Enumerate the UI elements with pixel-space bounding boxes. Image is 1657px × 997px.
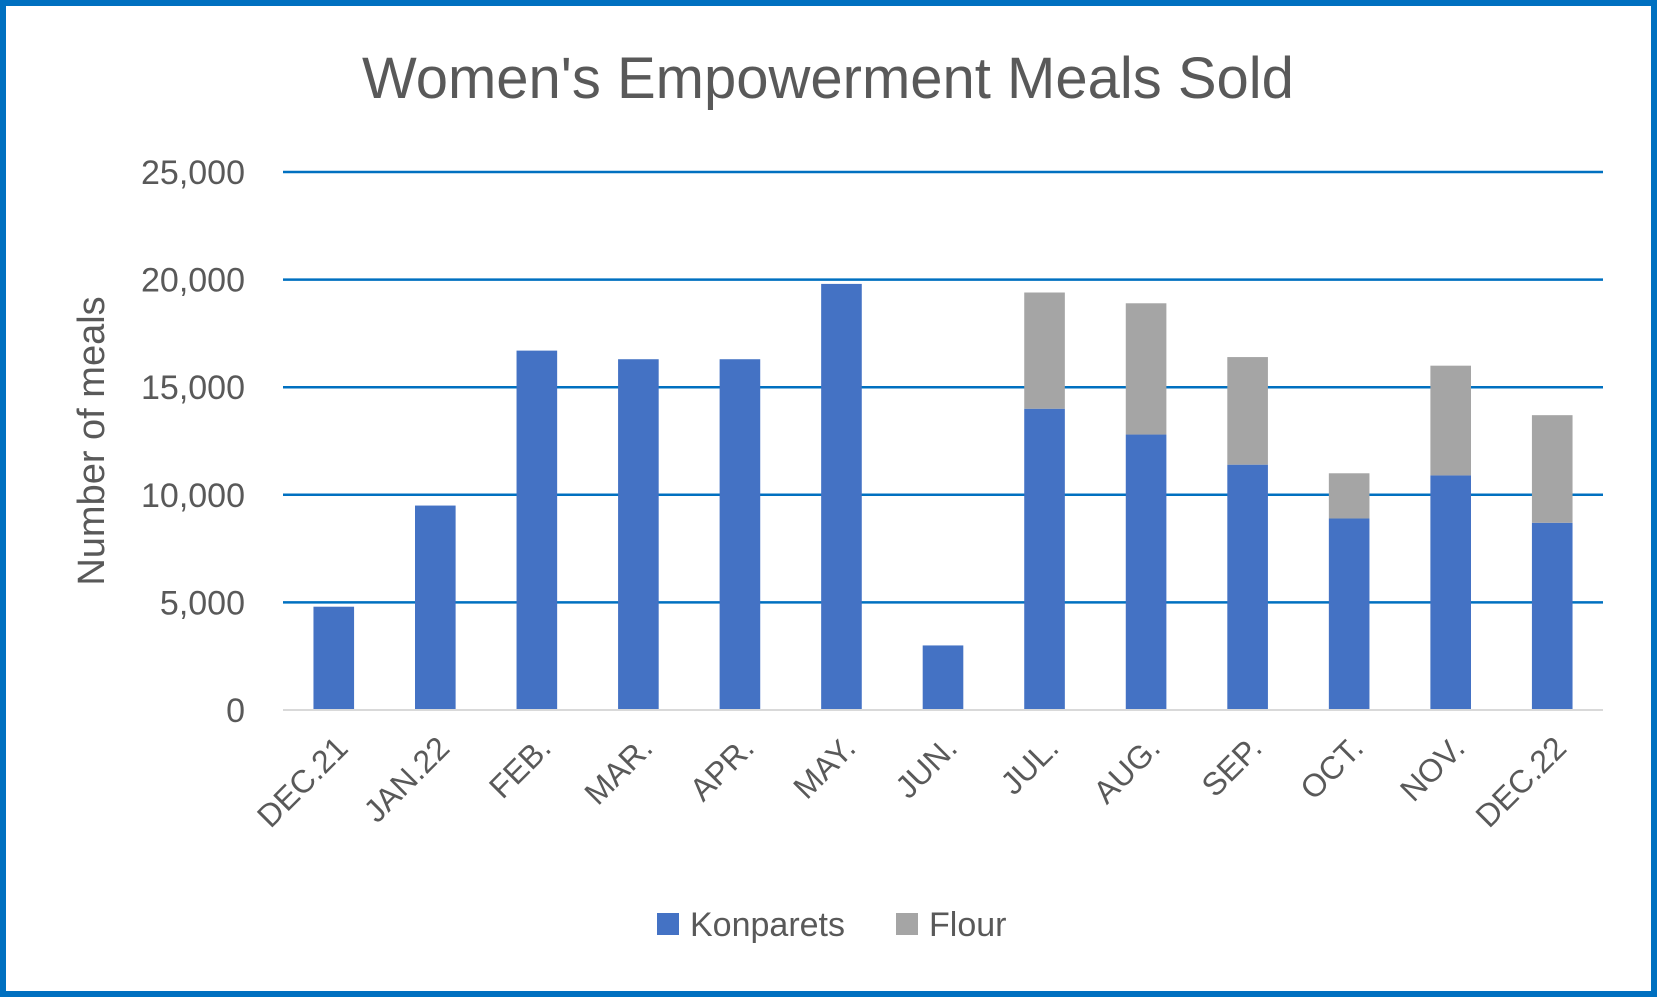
bar-flour-jul: [1024, 292, 1065, 409]
y-tick-label: 10,000: [141, 477, 245, 515]
y-tick-label: 0: [226, 692, 245, 730]
legend-label-flour: Flour: [929, 906, 1006, 944]
bar-konparets-mar: [618, 359, 659, 710]
bar-konparets-jul: [1024, 408, 1065, 710]
chart-title: Women's Empowerment Meals Sold: [362, 46, 1294, 111]
bar-konparets-oct: [1328, 518, 1370, 710]
legend-swatch-konparets: [657, 913, 679, 935]
y-tick-label: 20,000: [141, 262, 245, 300]
bar-konparets-feb: [516, 350, 558, 710]
gridlines: [283, 170, 1603, 604]
legend-swatch-flour: [896, 913, 918, 935]
x-tick-label: MAY.: [786, 729, 862, 805]
bar-flour-oct: [1328, 473, 1370, 519]
x-tick-label: DEC.22: [1468, 729, 1573, 834]
y-axis-label: Number of meals: [71, 296, 113, 585]
x-tick-label: FEB.: [482, 729, 558, 805]
bar-flour-nov: [1430, 365, 1471, 476]
x-tick-label: JUL.: [994, 729, 1066, 801]
bar-konparets-dec22: [1531, 522, 1573, 710]
bar-konparets-aug: [1125, 434, 1167, 710]
bars: [313, 283, 1573, 710]
x-tick-label: JAN.22: [357, 729, 457, 829]
y-tick-label: 15,000: [141, 369, 245, 407]
bar-konparets-sep: [1227, 464, 1268, 710]
x-tick-label: DEC.21: [250, 729, 355, 834]
bar-konparets-apr: [719, 359, 761, 710]
x-tick-label: NOV.: [1393, 729, 1472, 808]
y-tick-label: 5,000: [160, 584, 245, 622]
bar-konparets-jun: [922, 645, 964, 710]
y-tick-labels: 0 5,000 10,000 15,000 20,000 25,000: [141, 154, 245, 730]
x-tick-label: OCT.: [1293, 729, 1370, 806]
y-tick-label: 25,000: [141, 154, 245, 192]
bar-flour-sep: [1227, 357, 1268, 465]
bar-konparets-jan22: [415, 505, 456, 710]
x-tick-label: AUG.: [1086, 729, 1167, 810]
x-tick-label: SEP.: [1194, 729, 1268, 803]
legend-label-konparets: Konparets: [690, 906, 845, 944]
bar-konparets-nov: [1430, 475, 1471, 710]
bar-konparets-dec21: [313, 606, 355, 710]
x-tick-label: MAR.: [577, 729, 659, 811]
x-tick-label: APR.: [683, 729, 761, 807]
bar-flour-dec22: [1531, 415, 1573, 523]
x-tick-label: JUN.: [888, 729, 964, 805]
bar-flour-aug: [1125, 303, 1167, 435]
legend: Konparets Flour: [657, 906, 1006, 944]
x-tick-labels: DEC.21 JAN.22 FEB. MAR. APR. MAY. JUN. JUL. AUG.…: [250, 729, 1573, 834]
bar-konparets-may: [821, 283, 862, 710]
